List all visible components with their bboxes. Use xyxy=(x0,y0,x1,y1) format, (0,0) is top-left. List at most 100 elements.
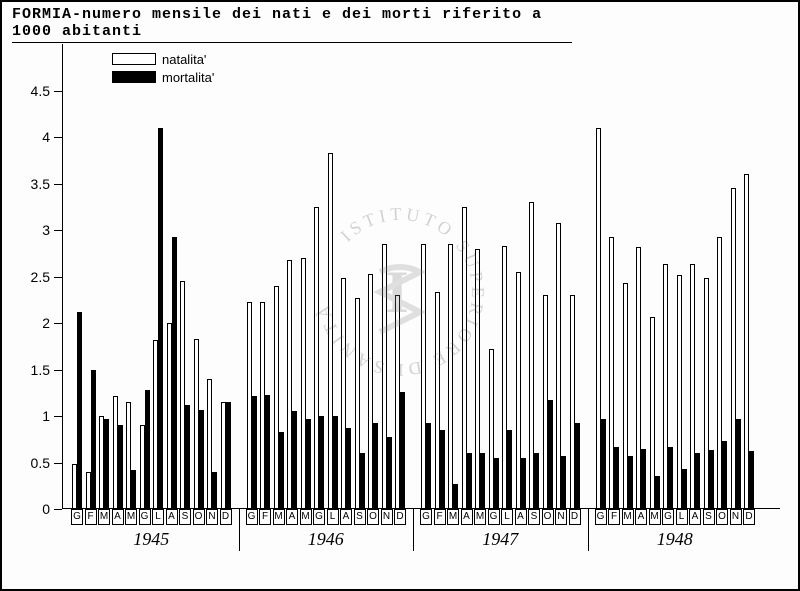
month-label: D xyxy=(571,511,578,522)
month-label: A xyxy=(517,511,524,522)
month-label: N xyxy=(557,511,564,522)
legend-swatch-mortalita xyxy=(112,71,156,83)
bar-mortalita xyxy=(131,470,136,509)
month-label: M xyxy=(274,511,282,522)
month-label: F xyxy=(87,511,93,522)
bar-mortalita xyxy=(467,453,472,509)
bar-mortalita xyxy=(346,428,351,509)
month-label: G xyxy=(664,511,672,522)
month-label: M xyxy=(301,511,309,522)
legend: natalita' mortalita' xyxy=(112,50,214,86)
bar-mortalita xyxy=(695,453,700,509)
bar-mortalita xyxy=(440,430,445,509)
year-separator xyxy=(239,509,240,551)
year-label: 1947 xyxy=(482,529,518,550)
legend-label-mortalita: mortalita' xyxy=(162,70,214,85)
year-label: 1946 xyxy=(308,529,344,550)
month-label: G xyxy=(73,511,81,522)
month-label: D xyxy=(396,511,403,522)
bar-mortalita xyxy=(575,423,580,509)
ytick-label: 0 xyxy=(42,501,62,517)
month-label: D xyxy=(745,511,752,522)
month-label: M xyxy=(449,511,457,522)
bar-mortalita xyxy=(118,425,123,509)
bar-mortalita xyxy=(199,410,204,510)
bar-mortalita xyxy=(641,449,646,509)
bar-mortalita xyxy=(145,390,150,509)
bar-mortalita xyxy=(373,423,378,509)
ytick-label: 4.5 xyxy=(31,83,62,99)
month-label: G xyxy=(597,511,605,522)
bar-natalita xyxy=(448,244,453,509)
ytick-label: 3 xyxy=(42,222,62,238)
bar-mortalita xyxy=(655,476,660,509)
month-label: M xyxy=(650,511,658,522)
bar-mortalita xyxy=(172,237,177,509)
month-label: M xyxy=(100,511,108,522)
month-label: O xyxy=(369,511,377,522)
chart-title: FORMIA-numero mensile dei nati e dei mor… xyxy=(12,6,572,43)
ytick-label: 1 xyxy=(42,408,62,424)
bar-mortalita xyxy=(212,472,217,509)
bar-mortalita xyxy=(252,396,257,509)
month-label: G xyxy=(490,511,498,522)
bar-mortalita xyxy=(306,419,311,509)
month-label: F xyxy=(436,511,442,522)
month-label: M xyxy=(476,511,484,522)
ytick-label: 2 xyxy=(42,315,62,331)
month-label: G xyxy=(422,511,430,522)
chart-frame: FORMIA-numero mensile dei nati e dei mor… xyxy=(0,0,800,591)
month-label: M xyxy=(623,511,631,522)
month-label: A xyxy=(638,511,645,522)
month-label: A xyxy=(289,511,296,522)
year-separator xyxy=(588,509,589,551)
bar-mortalita xyxy=(426,423,431,509)
month-label: A xyxy=(168,511,175,522)
month-label: S xyxy=(182,511,189,522)
month-label: O xyxy=(718,511,726,522)
bar-mortalita xyxy=(548,400,553,509)
bar-mortalita xyxy=(614,447,619,509)
month-label: G xyxy=(315,511,323,522)
month-label: F xyxy=(262,511,268,522)
year-label: 1945 xyxy=(133,529,169,550)
bar-mortalita xyxy=(333,416,338,509)
bar-mortalita xyxy=(561,456,566,509)
month-label: S xyxy=(705,511,712,522)
month-label: L xyxy=(679,511,685,522)
bar-mortalita xyxy=(265,395,270,509)
month-label: A xyxy=(692,511,699,522)
ytick-label: 4 xyxy=(42,129,62,145)
bar-mortalita xyxy=(722,441,727,509)
bar-mortalita xyxy=(521,458,526,509)
month-label: G xyxy=(248,511,256,522)
bar-mortalita xyxy=(480,453,485,509)
month-label: O xyxy=(544,511,552,522)
ytick-label: 1.5 xyxy=(31,362,62,378)
bar-mortalita xyxy=(319,416,324,509)
bar-mortalita xyxy=(77,312,82,509)
bar-mortalita xyxy=(400,392,405,509)
month-label: A xyxy=(114,511,121,522)
month-label: G xyxy=(141,511,149,522)
month-label: A xyxy=(463,511,470,522)
bar-mortalita xyxy=(104,419,109,509)
bar-mortalita xyxy=(360,453,365,509)
bar-mortalita xyxy=(601,419,606,509)
ytick-label: 0.5 xyxy=(31,455,62,471)
month-label: L xyxy=(330,511,336,522)
month-label: L xyxy=(155,511,161,522)
bar-mortalita xyxy=(387,437,392,509)
month-label: O xyxy=(195,511,203,522)
month-label: N xyxy=(383,511,390,522)
bar-mortalita xyxy=(628,456,633,509)
bar-mortalita xyxy=(185,405,190,509)
month-label: D xyxy=(222,511,229,522)
bar-mortalita xyxy=(668,447,673,509)
bar-mortalita xyxy=(158,128,163,509)
bar-mortalita xyxy=(507,430,512,509)
legend-mortalita: mortalita' xyxy=(112,68,214,86)
year-separator xyxy=(413,509,414,551)
bar-mortalita xyxy=(534,453,539,509)
y-axis xyxy=(62,44,63,509)
